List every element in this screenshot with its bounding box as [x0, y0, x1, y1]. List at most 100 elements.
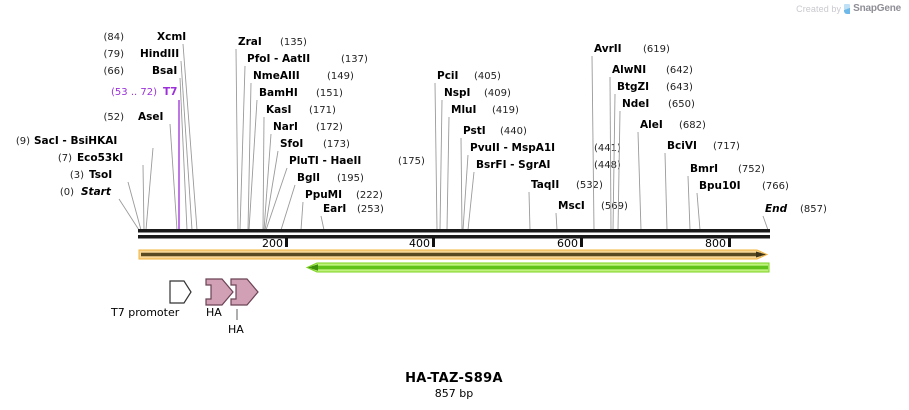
site-label-kasi[interactable]: KasI (171)	[266, 104, 336, 116]
snapgene-flag-icon	[844, 3, 851, 14]
site-position-pluti: (175)	[398, 156, 425, 167]
site-name-pfoi: PfoI - AatII	[247, 53, 310, 65]
site-label-bgli[interactable]: BglI (195)	[297, 172, 364, 184]
site-position-t7: (53 .. 72)	[111, 87, 157, 98]
site-name-pluti: PluTI - HaeII	[289, 155, 361, 167]
ruler-tick-mark-400	[432, 238, 435, 247]
site-position-ppumi: (222)	[356, 190, 383, 201]
ruler-tick-800: 800	[705, 237, 731, 250]
site-label-t7[interactable]: (53 .. 72) T7	[111, 86, 177, 98]
site-label-xcmi[interactable]: (84) XcmI	[103, 31, 186, 43]
ruler-tick-label-800: 800	[705, 237, 726, 250]
site-name-ndei: NdeI	[622, 98, 649, 110]
site-name-zrai: ZraI	[238, 36, 262, 48]
site-position-alei: (682)	[679, 120, 706, 131]
site-name-bsai: BsaI	[152, 65, 177, 77]
site-name-nspi: NspI	[444, 87, 470, 99]
ruler-tick-600: 600	[557, 237, 583, 250]
site-name-bamhi: BamHI	[259, 87, 298, 99]
site-label-bmri[interactable]: BmrI (752)	[690, 163, 765, 175]
site-label-bpu10i[interactable]: Bpu10I (766)	[699, 180, 789, 192]
site-position-nari: (172)	[316, 122, 343, 133]
site-position-nmeaiii: (149)	[327, 71, 354, 82]
site-position-tsoi: (3)	[70, 170, 84, 181]
site-position-taqii: (532)	[576, 180, 603, 191]
feature-glyph-ha-1[interactable]: HA	[205, 278, 234, 319]
track-cds-green[interactable]	[305, 262, 770, 273]
site-label-nspi[interactable]: NspI (409)	[444, 87, 511, 99]
site-label-start[interactable]: (0) Start	[60, 186, 112, 198]
site-position-asei: (52)	[103, 112, 124, 123]
backbone	[138, 229, 770, 239]
site-name-psti: PstI	[463, 125, 486, 137]
site-label-nari[interactable]: NarI (172)	[273, 121, 343, 133]
site-label-taqii[interactable]: TaqII (532)	[531, 179, 603, 191]
ruler-tick-mark-800	[728, 238, 731, 247]
site-position-pcii: (405)	[474, 71, 501, 82]
label-group-right: AvrII (619) AlwNI (642) BtgZI (643) NdeI…	[594, 43, 827, 215]
track-orf-orange[interactable]	[138, 249, 769, 260]
site-label-psti[interactable]: PstI (440)	[463, 125, 527, 137]
site-position-avrii: (619)	[643, 44, 670, 55]
site-label-bsrfi[interactable]: BsrFI - SgrAI (448)	[476, 159, 621, 171]
site-position-pvuii: (441)	[594, 143, 621, 154]
feature-glyph-ha-2[interactable]: HA	[228, 278, 259, 336]
feature-glyph-t7-promoter[interactable]: T7 promoter	[110, 280, 192, 319]
feature-label-ha-1: HA	[206, 306, 222, 319]
site-position-bsrfi: (448)	[594, 160, 621, 171]
site-position-start: (0)	[60, 187, 74, 198]
watermark-brand: SnapGene	[853, 3, 901, 14]
site-label-pluti[interactable]: PluTI - HaeII (175)	[289, 155, 425, 167]
site-name-nari: NarI	[273, 121, 298, 133]
site-position-hindiii: (79)	[103, 49, 124, 60]
site-label-pvuii[interactable]: PvuII - MspA1I (441)	[470, 142, 621, 154]
site-name-bgli: BglI	[297, 172, 320, 184]
site-label-eari[interactable]: EarI (253)	[323, 203, 384, 215]
site-name-bcivi: BciVI	[667, 140, 697, 152]
site-label-nmeaiii[interactable]: NmeAIII (149)	[253, 70, 354, 82]
site-name-nmeaiii: NmeAIII	[253, 70, 300, 82]
site-position-sfoi: (173)	[323, 139, 350, 150]
site-name-btgzi: BtgZI	[617, 81, 649, 93]
site-label-eco53ki[interactable]: (7) Eco53kI	[58, 152, 123, 164]
site-label-sfoi[interactable]: SfoI (173)	[280, 138, 350, 150]
site-position-bcivi: (717)	[713, 141, 740, 152]
site-label-mlui[interactable]: MluI (419)	[451, 104, 519, 116]
site-name-taqii: TaqII	[531, 179, 559, 191]
site-label-bcivi[interactable]: BciVI (717)	[667, 140, 740, 152]
site-name-alei: AleI	[640, 119, 663, 131]
site-label-btgzi[interactable]: BtgZI (643)	[617, 81, 693, 93]
ruler-tick-mark-200	[285, 238, 288, 247]
site-label-hindiii[interactable]: (79) HindIII	[103, 48, 179, 60]
site-position-bpu10i: (766)	[762, 181, 789, 192]
site-position-alwni: (642)	[666, 65, 693, 76]
site-label-asei[interactable]: (52) AseI	[103, 111, 163, 123]
site-label-ppumi[interactable]: PpuMI (222)	[305, 189, 383, 201]
backbone-line-bottom	[138, 235, 770, 239]
site-label-zrai[interactable]: ZraI (135)	[238, 36, 307, 48]
site-label-alei[interactable]: AleI (682)	[640, 119, 706, 131]
ruler-tick-label-200: 200	[262, 237, 283, 250]
site-name-eco53ki: Eco53kI	[77, 152, 123, 164]
site-position-nspi: (409)	[484, 88, 511, 99]
site-name-xcmi: XcmI	[157, 31, 186, 43]
site-label-ndei[interactable]: NdeI (650)	[622, 98, 695, 110]
site-position-msci: (569)	[601, 201, 628, 212]
site-name-eari: EarI	[323, 203, 346, 215]
site-name-bmri: BmrI	[690, 163, 718, 175]
watermark-prefix: Created by	[796, 3, 842, 14]
site-position-bsai: (66)	[103, 66, 124, 77]
snapgene-watermark: Created by SnapGene	[796, 3, 901, 14]
site-label-saci[interactable]: (9) SacI - BsiHKAI	[16, 135, 117, 147]
site-label-pfoi[interactable]: PfoI - AatII (137)	[247, 53, 368, 65]
site-label-msci[interactable]: MscI (569)	[558, 200, 628, 212]
site-name-t7: T7	[163, 86, 177, 98]
site-label-alwni[interactable]: AlwNI (642)	[612, 64, 693, 76]
site-label-bsai[interactable]: (66) BsaI	[103, 65, 177, 77]
site-name-saci: SacI - BsiHKAI	[34, 135, 117, 147]
site-label-tsoi[interactable]: (3) TsoI	[70, 169, 112, 181]
site-label-end[interactable]: End (857)	[765, 203, 827, 215]
site-label-bamhi[interactable]: BamHI (151)	[259, 87, 343, 99]
site-label-pcii[interactable]: PciI (405)	[437, 70, 501, 82]
site-label-avrii[interactable]: AvrII (619)	[594, 43, 670, 55]
